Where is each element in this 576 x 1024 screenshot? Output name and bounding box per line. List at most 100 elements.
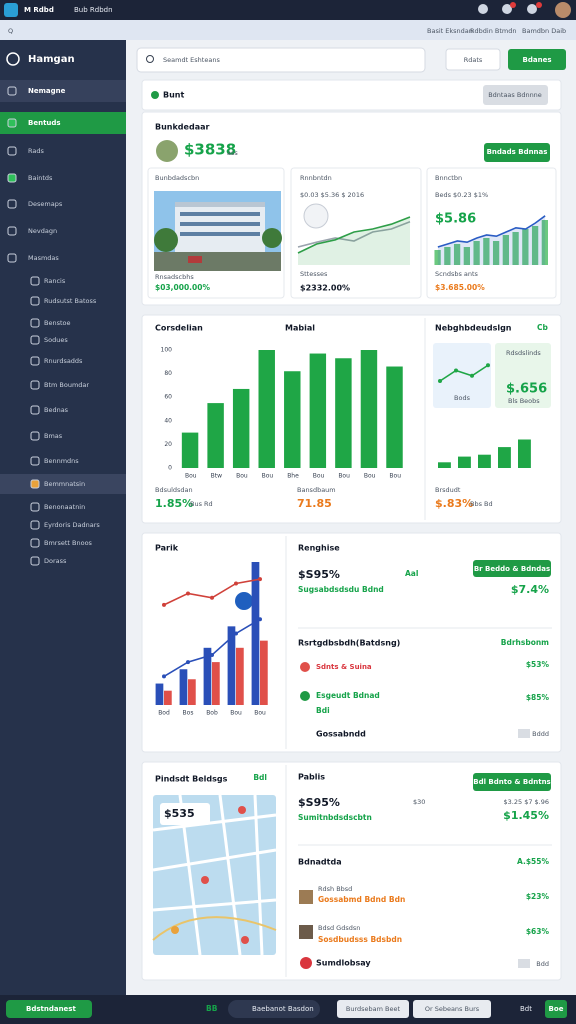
y-tick-label: 80 [164, 370, 172, 377]
label: $.656 [506, 382, 547, 397]
sidebar-item[interactable]: Rnurdsadds [44, 357, 83, 365]
sidebar-item[interactable]: Bmrsett Bnoos [44, 539, 93, 547]
bar [260, 640, 268, 705]
label: Bdntaas Bdnnne [488, 91, 542, 99]
bar [444, 247, 451, 265]
item-icon [30, 520, 40, 530]
bar [251, 562, 260, 705]
bottom-button[interactable] [413, 1000, 491, 1018]
x-tick-label: Bob [206, 710, 218, 717]
chip[interactable] [6, 1000, 92, 1018]
bar [181, 432, 199, 468]
label: $85% [526, 693, 550, 702]
sidebar-item[interactable]: Bednas [44, 406, 69, 414]
line [439, 364, 489, 382]
label: 1.85% [155, 497, 193, 510]
label: Rdsh Bbsd [318, 885, 352, 893]
avatar[interactable] [555, 2, 571, 18]
sidebar-item[interactable]: Rudsutst Batoss [44, 297, 97, 305]
sidebar-item[interactable]: Desemaps [28, 200, 63, 208]
label: Bdd [536, 960, 549, 968]
button[interactable] [483, 85, 548, 105]
photo [154, 191, 282, 271]
label: $0.03 $5.36 $ 2016 [300, 191, 364, 199]
label: Pindsdt Beldsgs [155, 775, 228, 784]
icon [518, 729, 530, 738]
icon[interactable] [527, 4, 537, 14]
bottom-search[interactable] [228, 1000, 320, 1018]
sidebar-item[interactable]: Masmdas [28, 254, 59, 262]
bar [309, 353, 327, 468]
x-tick-label: Bod [158, 710, 170, 717]
sidebar-item[interactable]: Dorass [44, 557, 67, 565]
search-box[interactable] [136, 47, 426, 73]
bar [434, 250, 441, 265]
bar [155, 683, 164, 705]
bar [502, 235, 509, 265]
item-icon [30, 405, 40, 415]
bar [335, 358, 352, 468]
label: Bdl [253, 773, 267, 782]
x-tick-label: Bou [230, 710, 242, 717]
button[interactable] [508, 49, 566, 70]
bar [236, 647, 244, 705]
icon[interactable] [502, 4, 512, 14]
marker [438, 379, 442, 383]
avatar [156, 140, 178, 162]
app-icon [4, 3, 18, 17]
label: $7.4% [511, 583, 549, 596]
sidebar-item[interactable]: Sodues [44, 336, 68, 344]
bottom-button[interactable] [337, 1000, 409, 1018]
bar [463, 247, 470, 265]
panel [141, 79, 562, 111]
sidebar-item[interactable]: Nemagne [28, 87, 66, 95]
sidebar-item[interactable]: Bennmdns [44, 457, 79, 465]
label: Nebghbdeudslgn [435, 324, 512, 333]
x-tick-label: Bou [313, 473, 325, 480]
sidebar-item[interactable]: Bemmnatsin [44, 480, 85, 488]
item-icon [30, 556, 40, 566]
label: Bus Rd [190, 500, 213, 508]
icon [300, 957, 312, 969]
button[interactable] [473, 773, 551, 791]
item-icon [30, 502, 40, 512]
label: M Rdbd [24, 6, 54, 14]
label: Bods [454, 394, 471, 402]
bottom-button[interactable] [545, 1000, 567, 1018]
sidebar-item[interactable]: Btm Boumdar [44, 381, 89, 389]
marker [186, 660, 190, 665]
sidebar-item[interactable]: Benonaatnin [44, 503, 85, 511]
sidebar-item[interactable]: Eyrdoris Dadnars [44, 521, 100, 529]
sidebar-item[interactable]: Benstoe [44, 319, 71, 327]
sidebar-item[interactable]: Rads [28, 147, 44, 155]
sidebar-item[interactable]: Rancis [44, 277, 66, 285]
icon[interactable] [478, 4, 488, 14]
label: Parik [155, 544, 179, 553]
button[interactable] [484, 143, 550, 162]
label: Bdsuldsdan [155, 486, 193, 494]
label: Rnnbntdn [300, 174, 332, 182]
item-icon [30, 318, 40, 328]
bar [203, 647, 212, 705]
label: Sugsabdsdsdu Bdnd [298, 585, 384, 594]
bar [360, 350, 378, 468]
card [426, 167, 557, 299]
sidebar-item[interactable]: Baintds [28, 174, 53, 182]
label: Or Sebeans Burs [425, 1005, 480, 1013]
item-icon [30, 431, 40, 441]
button[interactable] [445, 48, 501, 71]
sidebar-item[interactable]: Nevdagn [28, 227, 57, 235]
label: 71.85 [297, 497, 332, 510]
label: Bdanes [523, 56, 552, 64]
sidebar-item[interactable]: Bentuds [28, 119, 61, 127]
sidebar-item[interactable]: Bmas [44, 432, 63, 440]
icon [235, 592, 253, 610]
button[interactable] [473, 560, 551, 577]
item-icon [7, 146, 17, 156]
label: Rnsadscbhs [155, 273, 194, 281]
label: Bdsd Gdsdsn [318, 924, 360, 932]
x-tick-label: Bou [254, 710, 266, 717]
label: Bbs Bd [470, 500, 493, 508]
x-tick-label: Bos [183, 710, 194, 717]
